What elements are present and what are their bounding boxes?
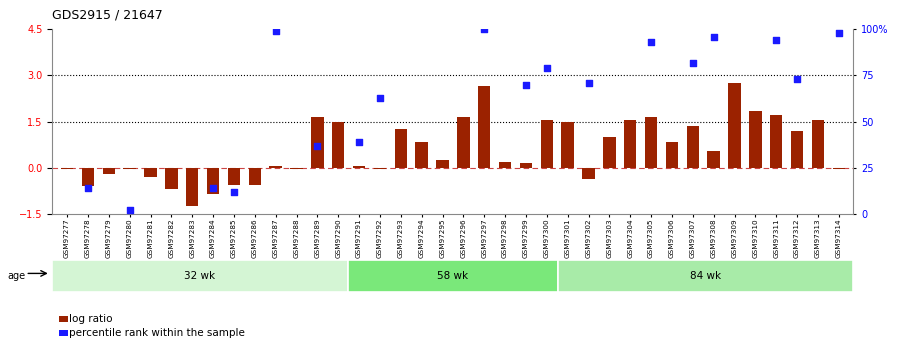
Bar	[645, 117, 657, 168]
Bar	[833, 168, 845, 169]
Bar	[81, 168, 94, 186]
Point	[310, 143, 325, 148]
Bar	[186, 168, 198, 206]
Bar	[353, 166, 366, 168]
Point	[769, 38, 784, 43]
Bar	[332, 121, 345, 168]
Text: log ratio: log ratio	[70, 314, 113, 324]
Point	[477, 27, 491, 32]
Bar	[436, 160, 449, 168]
Point	[519, 82, 533, 87]
Bar	[144, 168, 157, 177]
Point	[581, 80, 595, 86]
Point	[269, 28, 283, 34]
Bar	[603, 137, 615, 168]
Bar	[519, 163, 532, 168]
Bar	[749, 111, 762, 168]
Bar	[395, 129, 407, 168]
Bar	[52, 260, 348, 292]
Point	[707, 34, 721, 39]
Bar	[415, 141, 428, 168]
Point	[643, 39, 658, 45]
Point	[373, 95, 387, 100]
Bar	[311, 117, 324, 168]
Bar	[478, 86, 491, 168]
Text: 32 wk: 32 wk	[185, 271, 215, 281]
Bar	[561, 121, 574, 168]
Bar	[624, 120, 636, 168]
Bar	[666, 141, 678, 168]
Bar	[540, 120, 553, 168]
Bar	[165, 168, 177, 189]
Text: 58 wk: 58 wk	[437, 271, 469, 281]
Bar	[61, 168, 73, 169]
Bar	[770, 116, 783, 168]
Bar	[374, 168, 386, 169]
Bar	[457, 117, 470, 168]
Bar	[687, 126, 699, 168]
Bar	[270, 166, 282, 168]
Text: age: age	[7, 271, 25, 281]
Bar	[812, 120, 824, 168]
Text: GDS2915 / 21647: GDS2915 / 21647	[52, 9, 163, 22]
Bar	[708, 151, 720, 168]
Bar	[123, 168, 136, 169]
Point	[122, 207, 137, 213]
Bar	[348, 260, 558, 292]
Bar	[207, 168, 219, 194]
Bar	[102, 168, 115, 174]
Bar	[791, 131, 804, 168]
Point	[352, 139, 367, 145]
Point	[205, 185, 220, 191]
Bar	[729, 83, 741, 168]
Point	[539, 65, 554, 71]
Bar	[558, 260, 853, 292]
Bar	[291, 168, 303, 169]
Point	[227, 189, 242, 195]
Bar	[228, 168, 240, 185]
Point	[832, 30, 846, 36]
Point	[790, 76, 805, 82]
Point	[81, 185, 95, 191]
Bar	[249, 168, 261, 185]
Point	[686, 60, 700, 65]
Bar	[499, 161, 511, 168]
Text: 84 wk: 84 wk	[691, 271, 721, 281]
Bar	[582, 168, 595, 178]
Text: percentile rank within the sample: percentile rank within the sample	[70, 328, 245, 338]
